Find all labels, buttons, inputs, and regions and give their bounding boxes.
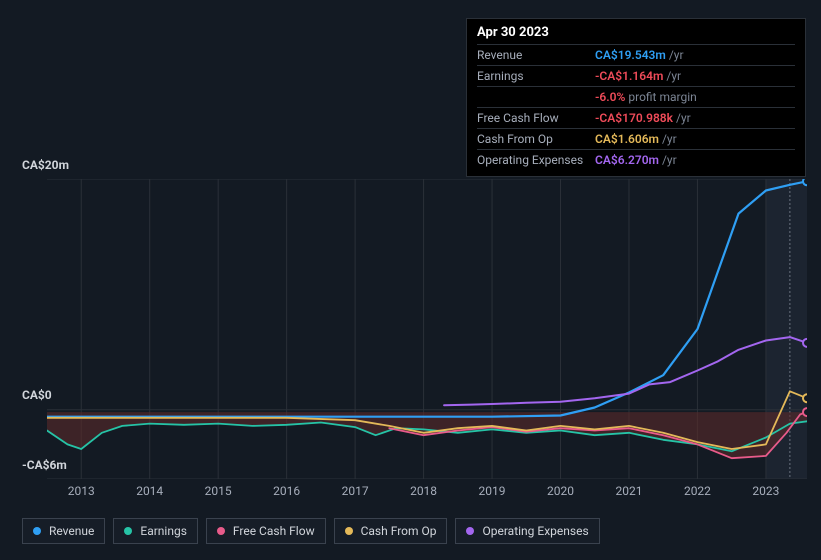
chart-legend: Revenue Earnings Free Cash Flow Cash From O… <box>22 518 600 544</box>
tooltip-row-value: -CA$170.988k/yr <box>595 111 795 125</box>
legend-item[interactable]: Earnings <box>113 518 198 544</box>
tooltip-row-value: CA$19.543m/yr <box>595 48 795 62</box>
x-axis-label: 2014 <box>136 484 163 498</box>
legend-item[interactable]: Cash From Op <box>334 518 448 544</box>
tooltip-row: RevenueCA$19.543m/yr <box>477 44 795 65</box>
legend-swatch <box>33 527 41 535</box>
legend-swatch <box>124 527 132 535</box>
tooltip-row-label: Cash From Op <box>477 132 595 146</box>
legend-label: Revenue <box>49 524 94 538</box>
legend-swatch <box>217 527 225 535</box>
tooltip-row-value: -CA$1.164m/yr <box>595 69 795 83</box>
legend-label: Earnings <box>140 524 187 538</box>
x-axis-label: 2015 <box>205 484 232 498</box>
x-axis-label: 2013 <box>68 484 95 498</box>
x-axis-label: 2016 <box>273 484 300 498</box>
x-axis-label: 2023 <box>752 484 779 498</box>
tooltip-row-label: Operating Expenses <box>477 153 595 167</box>
legend-label: Free Cash Flow <box>233 524 315 538</box>
x-axis-label: 2018 <box>410 484 437 498</box>
legend-label: Cash From Op <box>361 524 437 538</box>
y-axis-label: CA$20m <box>22 158 69 172</box>
x-axis-label: 2017 <box>342 484 369 498</box>
legend-label: Operating Expenses <box>482 524 588 538</box>
tooltip-row-value: CA$6.270m/yr <box>595 153 795 167</box>
x-axis-label: 2019 <box>479 484 506 498</box>
tooltip-row-label: Free Cash Flow <box>477 111 595 125</box>
x-axis-label: 2021 <box>615 484 642 498</box>
tooltip-row-label: Earnings <box>477 69 595 83</box>
legend-item[interactable]: Operating Expenses <box>455 518 599 544</box>
legend-item[interactable]: Free Cash Flow <box>206 518 326 544</box>
tooltip-row-value: -6.0%profit margin <box>595 90 795 104</box>
x-axis-label: 2020 <box>547 484 574 498</box>
tooltip-row: Free Cash Flow-CA$170.988k/yr <box>477 107 795 128</box>
tooltip-date: Apr 30 2023 <box>477 25 795 44</box>
legend-swatch <box>345 527 353 535</box>
data-tooltip: Apr 30 2023 RevenueCA$19.543m/yrEarnings… <box>466 18 806 177</box>
tooltip-row: Cash From OpCA$1.606m/yr <box>477 128 795 149</box>
chart-plot[interactable] <box>47 179 807 479</box>
legend-swatch <box>466 527 474 535</box>
tooltip-row: -6.0%profit margin <box>477 86 795 107</box>
tooltip-row: Operating ExpensesCA$6.270m/yr <box>477 149 795 170</box>
tooltip-row-label <box>477 90 595 104</box>
legend-item[interactable]: Revenue <box>22 518 105 544</box>
x-axis-labels: 2013 2014 2015 2016 2017 2018 2019 2020 2021 2022… <box>0 484 821 504</box>
x-axis-label: 2022 <box>684 484 711 498</box>
tooltip-row-label: Revenue <box>477 48 595 62</box>
tooltip-row: Earnings-CA$1.164m/yr <box>477 65 795 86</box>
tooltip-row-value: CA$1.606m/yr <box>595 132 795 146</box>
